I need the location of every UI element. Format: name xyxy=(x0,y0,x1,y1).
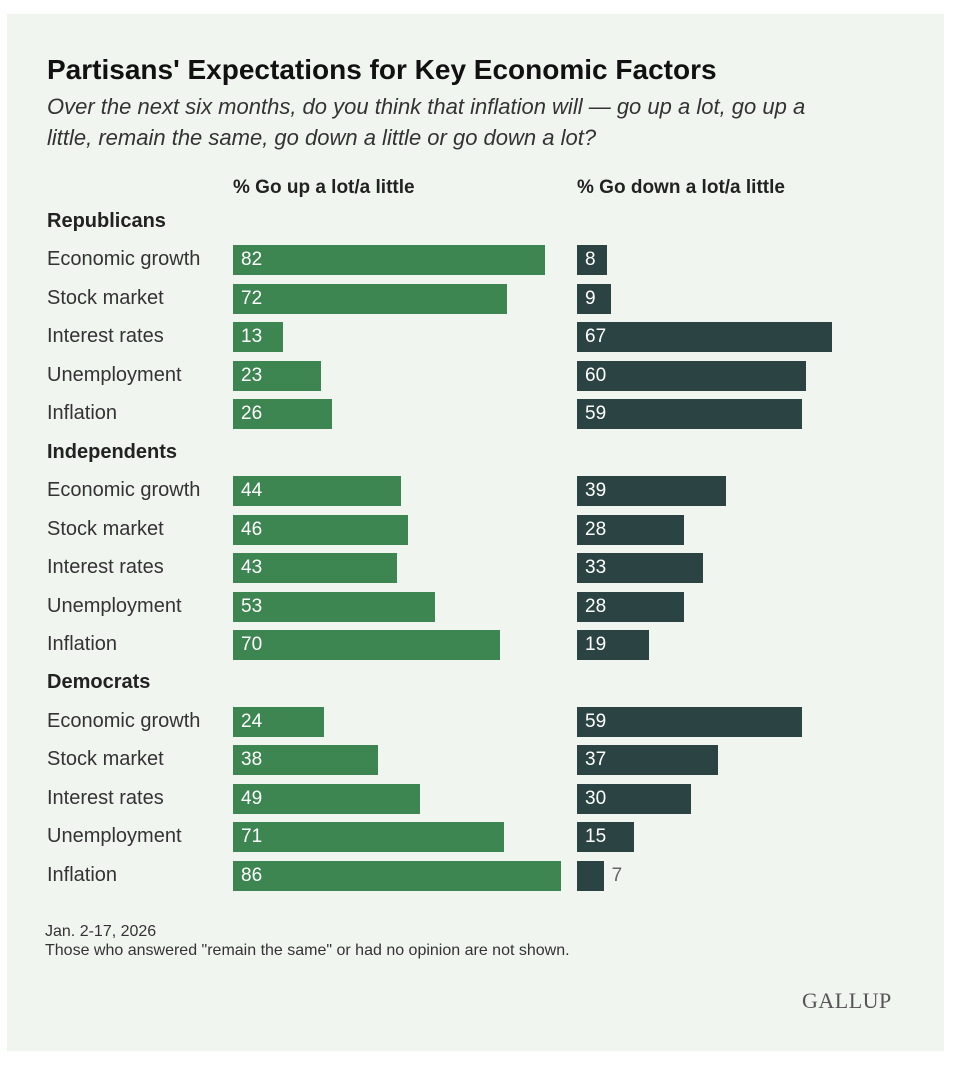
bar-down xyxy=(577,360,806,391)
value-label-down: 59 xyxy=(585,403,607,425)
value-label-up: 43 xyxy=(241,557,263,579)
category-label: Unemployment xyxy=(47,363,182,386)
bar-up xyxy=(233,629,500,660)
column-header-down: % Go down a lot/a little xyxy=(577,177,785,198)
value-label-down: 37 xyxy=(585,749,607,771)
value-label-down: 59 xyxy=(585,710,607,732)
value-label-up: 38 xyxy=(241,749,263,771)
bar-up xyxy=(233,283,508,314)
value-label-down: 28 xyxy=(585,595,607,617)
value-label-up: 71 xyxy=(241,826,263,848)
bar-down xyxy=(577,783,692,814)
value-label-down: 15 xyxy=(585,826,607,848)
chart-subtitle-line-1: Over the next six months, do you think t… xyxy=(47,94,806,119)
value-label-down: 19 xyxy=(585,633,607,655)
category-label: Unemployment xyxy=(47,594,182,617)
value-label-up: 70 xyxy=(241,633,263,655)
bar-down xyxy=(577,283,612,314)
category-label: Interest rates xyxy=(47,786,164,809)
bar-down xyxy=(577,745,718,776)
value-label-down: 67 xyxy=(585,326,607,348)
value-label-down: 8 xyxy=(585,249,596,271)
bar-down xyxy=(577,706,802,737)
value-label-up: 82 xyxy=(241,249,263,271)
bar-up xyxy=(233,514,409,545)
bar-up xyxy=(233,322,283,353)
value-label-down: 30 xyxy=(585,787,607,809)
category-label: Unemployment xyxy=(47,825,182,848)
group-label: Democrats xyxy=(47,671,151,694)
value-label-down: 33 xyxy=(585,557,607,579)
category-label: Interest rates xyxy=(47,325,164,348)
column-header-up: % Go up a lot/a little xyxy=(233,177,415,198)
value-label-up: 53 xyxy=(241,595,263,617)
bar-up xyxy=(233,476,401,507)
chart-subtitle-line-2: little, remain the same, go down a littl… xyxy=(47,125,597,150)
category-label: Economic growth xyxy=(47,479,201,502)
value-label-down: 28 xyxy=(585,518,607,540)
bar-up xyxy=(233,360,321,391)
bar-down xyxy=(577,553,703,584)
group-label: Republicans xyxy=(47,210,166,232)
bar-up xyxy=(233,745,378,776)
footnote-date: Jan. 2-17, 2026 xyxy=(45,923,157,940)
value-label-down: 9 xyxy=(585,287,596,309)
group-label: Independents xyxy=(47,440,178,463)
value-label-up: 23 xyxy=(241,364,263,386)
category-label: Economic growth xyxy=(47,709,201,732)
bar-down xyxy=(577,476,726,507)
bar-down xyxy=(577,860,604,891)
value-label-down: 39 xyxy=(585,480,607,502)
bar-down xyxy=(577,399,802,430)
bar-down xyxy=(577,629,650,660)
category-label: Economic growth xyxy=(47,248,201,271)
value-label-up: 26 xyxy=(241,403,263,425)
bar-up xyxy=(233,553,397,584)
category-label: Inflation xyxy=(47,863,118,886)
category-label: Inflation xyxy=(47,632,118,655)
category-label: Stock market xyxy=(47,517,164,540)
bar-up xyxy=(233,860,561,891)
value-label-up: 46 xyxy=(241,518,263,540)
value-label-up: 24 xyxy=(241,710,263,732)
bar-down xyxy=(577,822,635,853)
value-label-up: 44 xyxy=(241,480,263,502)
category-label: Interest rates xyxy=(47,556,164,579)
gallup-logo: GALLUP xyxy=(802,988,892,1013)
bar-up xyxy=(233,591,435,622)
value-label-up: 86 xyxy=(241,864,263,886)
category-label: Stock market xyxy=(47,748,164,771)
bar-down xyxy=(577,245,608,276)
chart-title: Partisans' Expectations for Key Economic… xyxy=(47,54,717,85)
footnote-note: Those who answered "remain the same" or … xyxy=(45,942,570,959)
value-label-down: 60 xyxy=(585,364,607,386)
bar-up xyxy=(233,245,546,276)
bar-up xyxy=(233,706,325,737)
bar-up xyxy=(233,822,504,853)
bar-down xyxy=(577,514,684,545)
category-label: Inflation xyxy=(47,402,118,425)
value-label-up: 72 xyxy=(241,287,263,309)
bar-down xyxy=(577,322,833,353)
value-label-up: 49 xyxy=(241,787,263,809)
value-label-down: 7 xyxy=(611,864,623,886)
value-label-up: 13 xyxy=(241,326,263,348)
bar-up xyxy=(233,399,333,430)
bar-up xyxy=(233,783,420,814)
bar-down xyxy=(577,591,684,622)
category-label: Stock market xyxy=(47,286,164,309)
